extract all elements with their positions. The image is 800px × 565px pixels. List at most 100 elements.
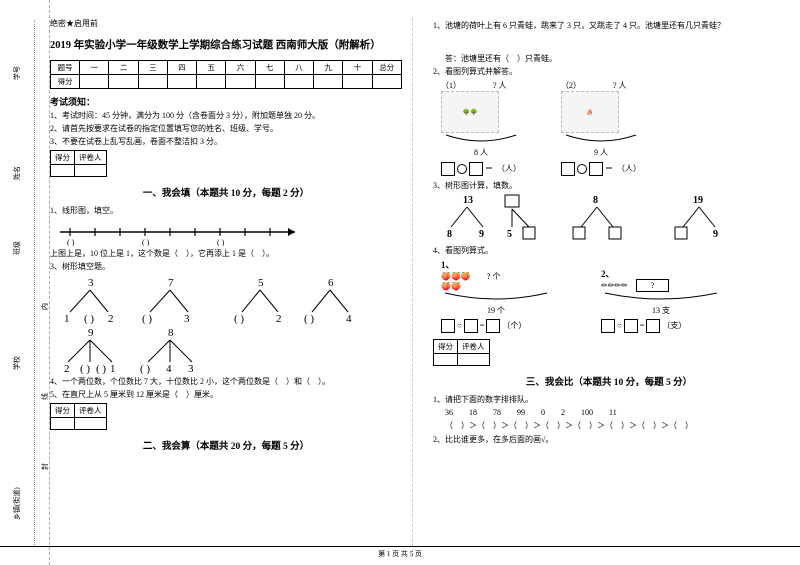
mb1a: 得分: [51, 150, 75, 164]
svg-text:2: 2: [108, 313, 114, 325]
notice-title: 考试须知：: [50, 95, 402, 108]
svg-text:9: 9: [479, 229, 484, 240]
th-10: 十: [343, 61, 372, 75]
mb3b: 评卷人: [458, 339, 490, 353]
svg-text:( ): ( ): [140, 363, 150, 374]
q1: 1、线形图，填空。: [50, 205, 402, 216]
svg-text:3: 3: [188, 363, 194, 374]
left-column: 绝密★启用前 2019 年实验小学一年级数学上学期综合练习试题 西南师大版（附解…: [50, 18, 413, 557]
mb3a: 得分: [434, 339, 458, 353]
notice-1: 1、考试时间：45 分钟，满分为 100 分（含卷面分 3 分），附加题单独 2…: [50, 110, 402, 121]
th-11: 总分: [372, 61, 401, 75]
svg-text:4: 4: [166, 363, 172, 374]
secret-tag: 绝密★启用前: [50, 18, 402, 29]
tree-diagrams-1: 3 1( )2 7 ( )3 2 9 2( )( )1 8 ( )43 5 ( …: [50, 274, 360, 374]
rq4: 4、看图列算式。: [433, 245, 785, 256]
th-2: 二: [109, 61, 138, 75]
svg-text:5: 5: [258, 277, 264, 289]
brace-2: [561, 133, 641, 147]
th-4: 四: [167, 61, 196, 75]
svg-text:1: 1: [110, 363, 116, 374]
pic-block-1: （1） ? 人 🌳🌳 8 人: [441, 80, 521, 158]
q5: 5、在直尺上从 5 厘米到 12 厘米是（ ）厘米。: [50, 389, 402, 400]
mb1b: 评卷人: [75, 150, 107, 164]
paper-title: 2019 年实验小学一年级数学上学期综合练习试题 西南师大版（附解析）: [50, 37, 402, 52]
th-7: 七: [255, 61, 284, 75]
brace-peach: [441, 291, 551, 305]
brace-pencil: [601, 291, 721, 305]
th-5: 五: [197, 61, 226, 75]
th-8: 八: [284, 61, 313, 75]
sb-feng: 封: [40, 463, 50, 470]
page-footer: 第 1 页 共 5 页: [0, 546, 800, 559]
unit-zhi: （支）: [662, 321, 686, 330]
svg-text:5: 5: [507, 229, 512, 240]
peach-block: 1、 🍑🍑🍑 ? 个 🍑🍑 19 个 ○ = （个）: [441, 258, 551, 333]
trees-image: 🌳🌳: [441, 91, 499, 133]
sb-nei: 内: [40, 303, 50, 310]
tree-diagrams-2: 13 89 5 8 19 9: [433, 193, 753, 243]
fold-line: [34, 20, 35, 545]
svg-text:( ): ( ): [80, 363, 90, 374]
svg-text:19: 19: [693, 195, 703, 206]
cmp-nums: 36 18 78 99 0 2 100 11: [445, 407, 785, 418]
peach-total: 19 个: [441, 305, 551, 316]
svg-text:8: 8: [447, 229, 452, 240]
svg-text:7: 7: [168, 277, 174, 289]
svg-text:( ): ( ): [96, 363, 106, 374]
sb-xian: 线: [40, 393, 50, 400]
cmp2: 2、比比谁更多，在多后面的画√。: [433, 434, 785, 445]
sb-xingming: 姓名: [12, 166, 22, 180]
cmp1: 1、请把下面的数字排排队。: [433, 394, 785, 405]
svg-text:4: 4: [346, 313, 352, 325]
grader-box-3: 得分评卷人: [433, 339, 490, 366]
q-top-1: ? 人: [493, 81, 507, 90]
sb-xuexiao: 学校: [12, 356, 22, 370]
th-6: 六: [226, 61, 255, 75]
tag1: （1）: [441, 81, 461, 90]
q-top-2: ? 人: [613, 81, 627, 90]
grader-box-2: 得分评卷人: [50, 403, 107, 430]
svg-text:( ): ( ): [304, 313, 314, 325]
mb2b: 评卷人: [75, 403, 107, 417]
notice-2: 2、请首先按要求在试卷的指定位置填写您的姓名、班级、学号。: [50, 123, 402, 134]
unit-ge: （个）: [502, 321, 526, 330]
svg-text:( ): ( ): [142, 313, 152, 325]
svg-text:2: 2: [276, 313, 282, 325]
th-9: 九: [314, 61, 343, 75]
eq2-tail: ＝ （人）: [605, 163, 641, 172]
tag2: （2）: [561, 81, 581, 90]
rq1a: 1、池塘的荷叶上有 6 只青蛙，跳来了 3 只，又跳走了 4 只。池塘里还有几只…: [433, 20, 785, 31]
grader-box-1: 得分评卷人: [50, 150, 107, 177]
eq-row-2: ＝ （人）: [561, 162, 641, 176]
svg-text:3: 3: [88, 277, 94, 289]
svg-text:8: 8: [593, 195, 598, 206]
binding-sidebar: 学号 姓名 班级 学校 乡镇(街道) 内 线 封: [0, 0, 50, 565]
pencil-block: 2、 ✏✏✏✏ ? 13 支 ○ = （支）: [601, 267, 721, 333]
svg-text:( ): ( ): [142, 238, 150, 246]
svg-text:8: 8: [168, 327, 174, 339]
svg-text:6: 6: [328, 277, 334, 289]
boat-image: ⛵: [561, 91, 619, 133]
eq1-tail: ＝ （人）: [485, 163, 521, 172]
peach-q: ? 个: [487, 272, 501, 281]
sb-xiangzhen: 乡镇(街道): [12, 487, 22, 520]
th-1: 一: [80, 61, 109, 75]
sec1-title: 一、我会填（本题共 10 分，每题 2 分）: [50, 185, 402, 199]
tr2-label: 得分: [51, 75, 80, 89]
notice-3: 3、不要在试卷上乱写乱画，卷面不整洁扣 3 分。: [50, 136, 402, 147]
sec3-title: 三、我会比（本题共 10 分，每题 5 分）: [433, 374, 785, 388]
mb2a: 得分: [51, 403, 75, 417]
pic-block-2: （2） ? 人 ⛵ 9 人: [561, 80, 641, 158]
svg-text:9: 9: [88, 327, 94, 339]
eq-row-1: ＝ （人）: [441, 162, 521, 176]
rq2: 2、看图列算式并解答。: [433, 66, 785, 77]
svg-text:3: 3: [184, 313, 190, 325]
sec2-title: 二、我会算（本题共 20 分，每题 5 分）: [50, 438, 402, 452]
right-column: 1、池塘的荷叶上有 6 只青蛙，跳来了 3 只，又跳走了 4 只。池塘里还有几只…: [433, 18, 785, 557]
sb-xuehao: 学号: [12, 66, 22, 80]
number-line: ( ) ( ) ( ): [50, 218, 310, 246]
score-table: 题号 一 二 三 四 五 六 七 八 九 十 总分 得分: [50, 60, 402, 89]
svg-text:( ): ( ): [217, 238, 225, 246]
svg-text:( ): ( ): [84, 313, 94, 325]
